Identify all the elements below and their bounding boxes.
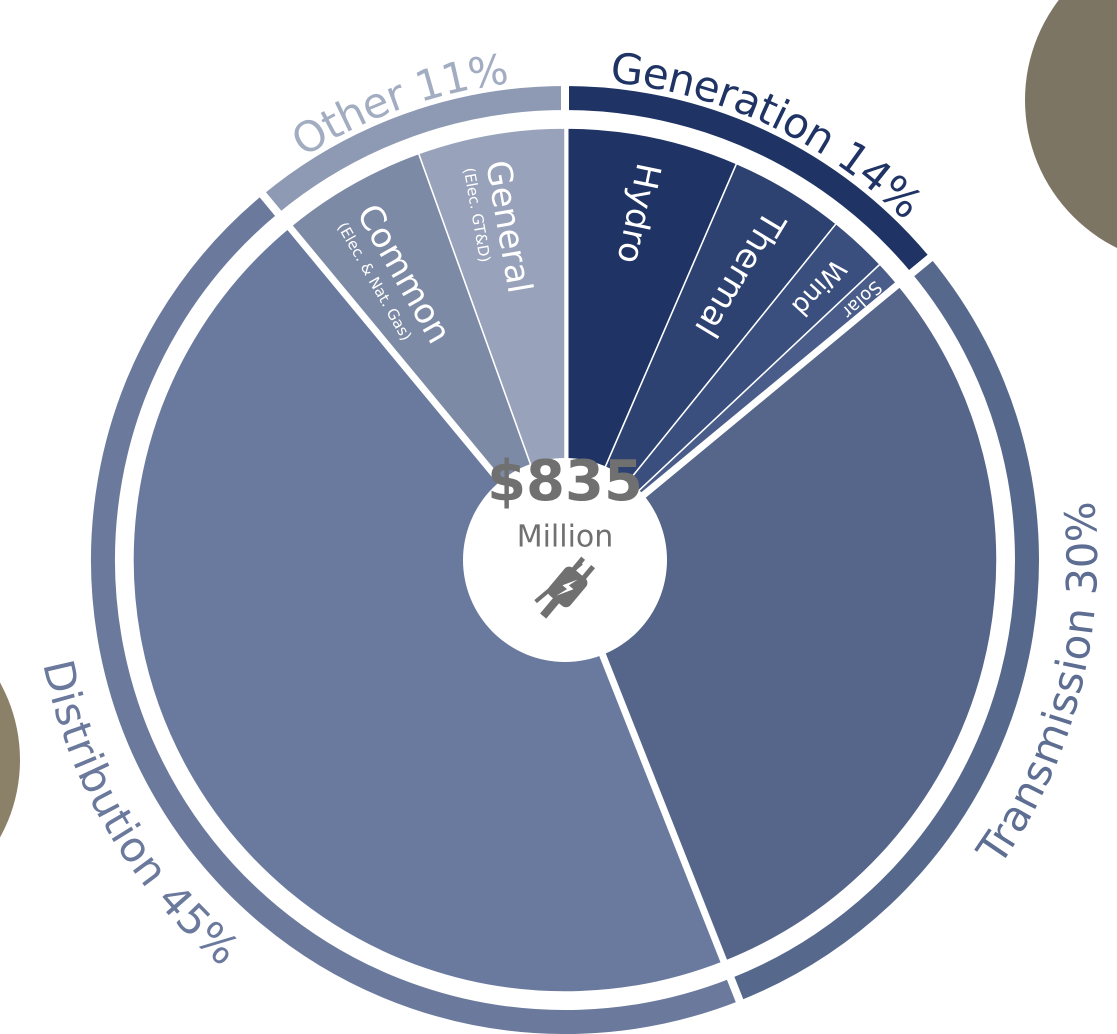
group-value-label: 30% xyxy=(1055,500,1107,596)
chart: HydroThermalWindSolarGeneration 14%Trans… xyxy=(0,0,1117,1034)
center: $835 Million xyxy=(463,449,667,662)
photo-decoration xyxy=(0,600,20,920)
photo-decoration xyxy=(1025,0,1117,265)
center-value: $835 xyxy=(487,449,643,514)
center-label: Million xyxy=(517,520,614,555)
